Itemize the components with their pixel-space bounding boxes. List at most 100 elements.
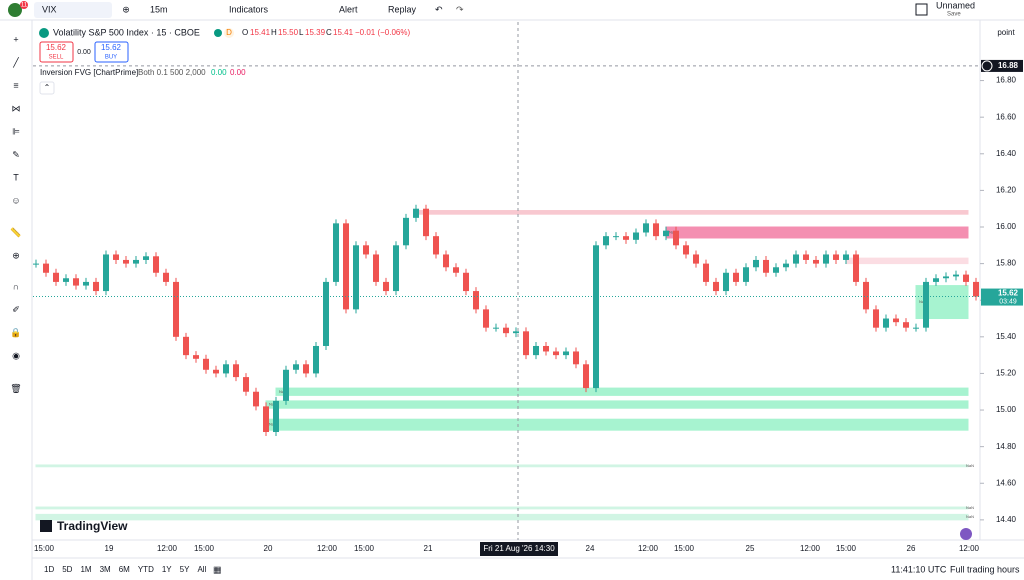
range-button[interactable]: 3M	[100, 565, 111, 574]
undo[interactable]: ↶	[435, 4, 443, 14]
range-button[interactable]: All	[197, 565, 206, 574]
tool[interactable]: ∩	[13, 281, 19, 291]
y-tick-label: 16.20	[996, 186, 1017, 195]
x-tick-label: 12:00	[157, 544, 178, 553]
redo[interactable]: ↷	[456, 4, 464, 14]
x-tick-label: 21	[424, 544, 433, 553]
tool[interactable]: ≡	[13, 80, 18, 90]
fvg-zone	[275, 387, 969, 396]
plot: NaNNaNNaNNaNNaNNaNNaNNaN	[33, 204, 979, 521]
sell-price[interactable]: 15.62	[46, 43, 67, 52]
tool[interactable]: ╱	[12, 56, 19, 68]
l-label: L	[299, 28, 304, 37]
y-tick-label: 15.40	[996, 332, 1017, 341]
fvg-zone	[665, 226, 969, 239]
range-button[interactable]: 5Y	[180, 565, 190, 574]
axis-mode[interactable]: point	[997, 28, 1015, 37]
interval[interactable]: 15m	[150, 4, 168, 14]
range-button[interactable]: 1D	[44, 565, 54, 574]
sell-button[interactable]	[39, 41, 74, 63]
x-tick-label: 12:00	[959, 544, 980, 553]
market-dot	[214, 29, 222, 37]
x-tick-label: 12:00	[317, 544, 338, 553]
crosshair-price: 16.88	[998, 61, 1019, 70]
range-button[interactable]: YTD	[138, 565, 154, 574]
range-button[interactable]: 1Y	[162, 565, 172, 574]
layout-name[interactable]: Unnamed	[936, 0, 975, 10]
y-tick-label: 14.40	[996, 515, 1017, 524]
zone-label: NaN	[966, 505, 974, 510]
save[interactable]: Save	[947, 12, 961, 18]
plus-button[interactable]	[981, 60, 993, 72]
badge	[20, 1, 28, 9]
fvg-zone	[265, 418, 969, 431]
symbol[interactable]: VIX	[42, 4, 57, 14]
avatar[interactable]	[8, 3, 22, 17]
indicators[interactable]: Indicators	[229, 4, 269, 14]
collapse[interactable]	[39, 81, 55, 95]
tool[interactable]: ⊕	[12, 250, 20, 260]
logo-icon	[40, 520, 52, 532]
x-tick-label: 19	[105, 544, 114, 553]
x-tick-label: 24	[586, 544, 595, 553]
crosshair-time-box	[480, 542, 558, 556]
last-price: 15.62	[998, 289, 1019, 298]
last-price-box	[981, 288, 1023, 306]
tool[interactable]: 🔒	[10, 327, 21, 337]
indicator-params: Both 0.1 500 2,000	[138, 68, 206, 77]
calendar-icon[interactable]: ▦	[213, 564, 222, 574]
y-tick-label: 14.60	[996, 478, 1017, 487]
range-button[interactable]: 1M	[80, 565, 91, 574]
session-mode[interactable]: Full trading hours	[950, 564, 1020, 574]
buy[interactable]: BUY	[105, 55, 117, 61]
collapse-icon[interactable]: ⌃	[44, 83, 51, 92]
range-button[interactable]: 6M	[119, 565, 130, 574]
buy-price[interactable]: 15.62	[101, 43, 122, 52]
replay[interactable]: Replay	[388, 4, 417, 14]
tool[interactable]: ✎	[12, 149, 20, 159]
tool[interactable]: ◉	[12, 350, 20, 360]
ohlc: O 15.41 H 15.50 L 15.39 C 15.41 −0.01 (−…	[242, 28, 410, 37]
tool[interactable]: T	[13, 172, 19, 182]
y-tick-label: 16.00	[996, 222, 1017, 231]
tool[interactable]: ☺	[11, 195, 20, 205]
legend-title: Volatility S&P 500 Index · 15 · CBOE	[53, 27, 200, 37]
flash-icon[interactable]	[960, 528, 972, 540]
session-badge	[224, 28, 234, 38]
left-tools[interactable]: + ╱ ≡ ⋈ ⊫ ✎ T ☺ 📏 ⊕ ∩ ✐ 🔒 ◉ 🗑	[10, 34, 21, 393]
range-button[interactable]: 5D	[62, 565, 72, 574]
tool[interactable]: ✐	[12, 304, 20, 314]
h-label: H	[271, 28, 277, 37]
y-tick-label: 15.80	[996, 259, 1017, 268]
zone-label: NaN	[966, 463, 974, 468]
c-label: C	[326, 28, 332, 37]
add-icon[interactable]: ⊕	[122, 4, 130, 14]
symbol-box[interactable]	[34, 2, 112, 18]
tool[interactable]: ⊫	[12, 126, 20, 136]
sell[interactable]: SELL	[49, 55, 64, 61]
tool[interactable]: ⋈	[12, 103, 21, 113]
buy-button[interactable]	[94, 41, 129, 63]
close: 15.41	[333, 28, 354, 37]
x-tick-label: 15:00	[34, 544, 55, 553]
tool[interactable]: 📏	[10, 226, 21, 237]
x-tick-label: 20	[264, 544, 273, 553]
fvg-zone	[35, 464, 969, 468]
indicator-name: Inversion FVG [ChartPrime]	[40, 68, 138, 77]
low: 15.39	[305, 28, 326, 37]
tool[interactable]: 🗑	[10, 383, 21, 393]
x-tick-label: 15:00	[354, 544, 375, 553]
x-tick-label: 15:00	[194, 544, 215, 553]
y-tick-label: 14.80	[996, 442, 1017, 451]
zone-label: NaN	[966, 514, 974, 519]
layout-icon[interactable]	[915, 3, 928, 16]
crosshair-time: Fri 21 Aug '26 14:30	[483, 544, 555, 553]
tool[interactable]: +	[13, 34, 18, 44]
y-tick-label: 16.40	[996, 149, 1017, 158]
y-tick-label: 16.80	[996, 76, 1017, 85]
alert[interactable]: Alert	[339, 4, 358, 14]
clock: 11:41:10 UTC	[891, 564, 947, 574]
x-tick-label: 15:00	[674, 544, 695, 553]
